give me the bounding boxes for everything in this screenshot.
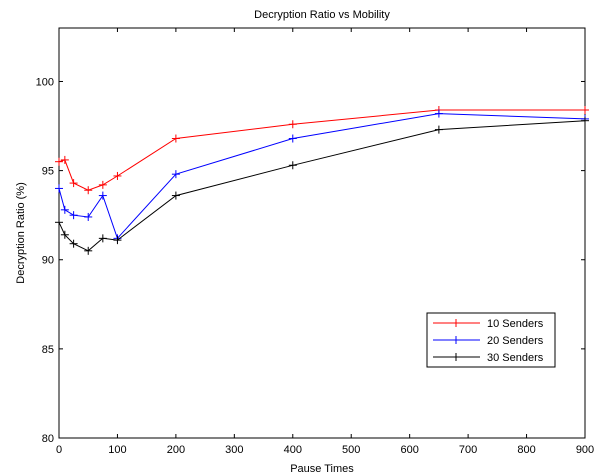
- data-point: [171, 134, 180, 143]
- x-axis-label: Pause Times: [290, 463, 354, 475]
- data-point: [55, 218, 63, 227]
- data-point: [84, 186, 93, 195]
- y-tick-label: 100: [36, 76, 54, 88]
- data-point: [288, 161, 297, 170]
- legend-label: 30 Senders: [487, 352, 544, 364]
- data-point: [113, 171, 122, 180]
- y-tick-label: 80: [42, 433, 54, 445]
- data-point: [60, 230, 69, 239]
- x-tick-label: 300: [225, 444, 243, 456]
- y-axis: 80 85 90 95 100: [36, 76, 585, 445]
- data-point: [98, 234, 107, 243]
- legend-label: 10 Senders: [487, 318, 544, 330]
- y-tick-label: 95: [42, 166, 54, 178]
- data-point: [288, 120, 297, 129]
- data-point: [434, 109, 443, 118]
- x-tick-label: 400: [284, 444, 302, 456]
- data-point: [69, 211, 78, 220]
- x-tick-label: 600: [400, 444, 418, 456]
- series-line-3: [58, 120, 586, 252]
- data-point: [60, 155, 69, 164]
- data-point: [84, 246, 93, 255]
- y-tick-label: 90: [42, 255, 54, 267]
- chart-title: Decryption Ratio vs Mobility: [254, 9, 390, 21]
- data-point: [171, 170, 180, 179]
- data-point: [55, 184, 63, 193]
- data-point: [84, 212, 93, 221]
- series-line-2: [58, 113, 586, 240]
- legend: 10 Senders 20 Senders 30 Senders: [426, 312, 556, 368]
- data-point: [69, 239, 78, 248]
- plot-area: [58, 27, 586, 439]
- x-tick-label: 800: [517, 444, 535, 456]
- legend-label: 20 Senders: [487, 335, 544, 347]
- x-tick-label: 500: [342, 444, 360, 456]
- x-axis: 0 100 200 300 400 500 600 700 800 900: [56, 28, 594, 456]
- series-line-1: [58, 109, 585, 191]
- data-point: [98, 180, 107, 189]
- data-point: [434, 125, 443, 134]
- data-point: [55, 157, 63, 166]
- data-point: [288, 134, 297, 143]
- legend-item: 30 Senders: [433, 352, 544, 364]
- data-point: [581, 106, 589, 114]
- x-tick-label: 0: [56, 444, 62, 456]
- series-layer: [55, 106, 589, 255]
- y-axis-label: Decryption Ratio (%): [15, 182, 27, 283]
- data-point: [171, 191, 180, 200]
- x-tick-label: 100: [108, 444, 126, 456]
- x-tick-label: 200: [167, 444, 185, 456]
- x-tick-label: 900: [576, 444, 594, 456]
- data-point: [69, 179, 78, 188]
- x-tick-label: 700: [459, 444, 477, 456]
- legend-item: 20 Senders: [433, 335, 544, 347]
- data-point: [98, 191, 107, 200]
- y-tick-label: 85: [42, 344, 54, 356]
- data-point: [113, 236, 122, 245]
- data-point: [581, 116, 589, 125]
- data-point: [60, 205, 69, 214]
- legend-item: 10 Senders: [433, 318, 544, 330]
